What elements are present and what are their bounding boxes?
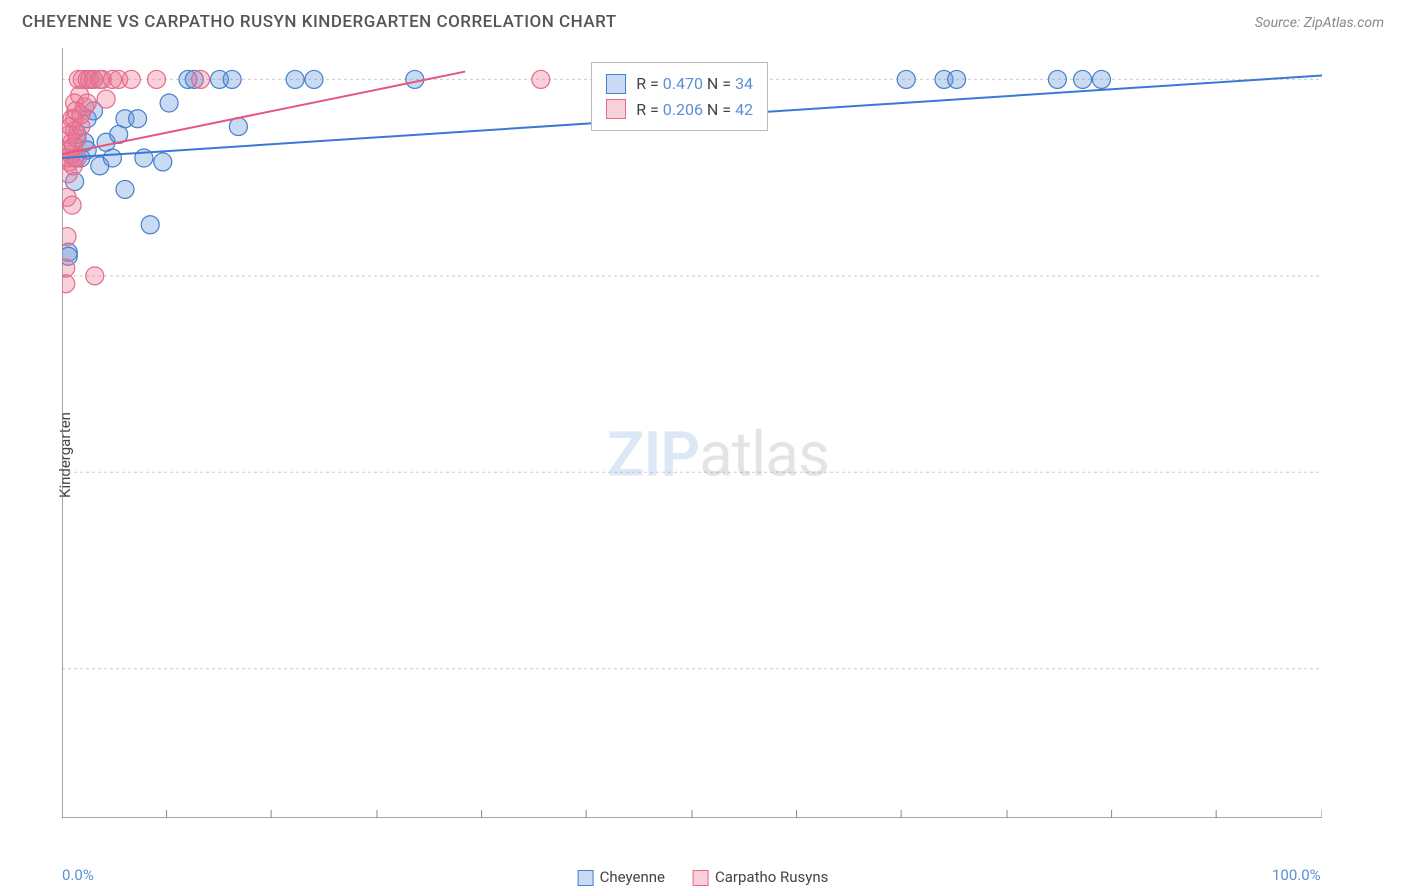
data-point	[116, 180, 134, 198]
data-point	[97, 90, 115, 108]
data-point	[1048, 70, 1066, 88]
legend-row: R = 0.470 N = 34	[606, 71, 753, 97]
source-label: Source: ZipAtlas.com	[1255, 15, 1384, 31]
chart-area: Kindergarten ZIPatlas 92.5%97.5% 0.0%100…	[50, 48, 1386, 862]
chart-title: CHEYENNE VS CARPATHO RUSYN KINDERGARTEN …	[22, 12, 617, 32]
data-point	[1074, 70, 1092, 88]
legend-swatch-icon	[606, 99, 626, 119]
data-point	[148, 70, 166, 88]
r-label: R = 0.470 N = 34	[636, 71, 753, 97]
data-point	[1093, 70, 1111, 88]
legend-swatch-icon	[606, 74, 626, 94]
x-tick-label: 100.0%	[1272, 866, 1321, 884]
legend-swatch-icon	[578, 870, 594, 886]
data-point	[305, 70, 323, 88]
x-tick-label: 0.0%	[62, 866, 94, 884]
data-point	[86, 267, 104, 285]
data-point	[62, 228, 76, 246]
legend-row: R = 0.206 N = 42	[606, 97, 753, 123]
data-point	[78, 94, 96, 112]
data-point	[532, 70, 550, 88]
data-point	[122, 70, 140, 88]
data-point	[160, 94, 178, 112]
data-point	[62, 259, 75, 277]
series-legend: Cheyenne Carpatho Rusyns	[578, 868, 829, 886]
data-point	[406, 70, 424, 88]
legend-item: Cheyenne	[578, 868, 665, 886]
data-point	[141, 216, 159, 234]
data-point	[103, 149, 121, 167]
data-point	[129, 110, 147, 128]
legend-label: Carpatho Rusyns	[715, 868, 828, 886]
correlation-legend: R = 0.470 N = 34R = 0.206 N = 42	[591, 62, 768, 131]
r-label: R = 0.206 N = 42	[636, 97, 753, 123]
title-bar: CHEYENNE VS CARPATHO RUSYN KINDERGARTEN …	[0, 0, 1406, 40]
data-point	[154, 153, 172, 171]
data-point	[897, 70, 915, 88]
data-point	[286, 70, 304, 88]
scatter-plot-svg	[62, 48, 1322, 818]
legend-item: Carpatho Rusyns	[693, 868, 828, 886]
data-point	[192, 70, 210, 88]
data-point	[948, 70, 966, 88]
data-point	[223, 70, 241, 88]
legend-swatch-icon	[693, 870, 709, 886]
data-point	[63, 196, 81, 214]
legend-label: Cheyenne	[600, 868, 665, 886]
